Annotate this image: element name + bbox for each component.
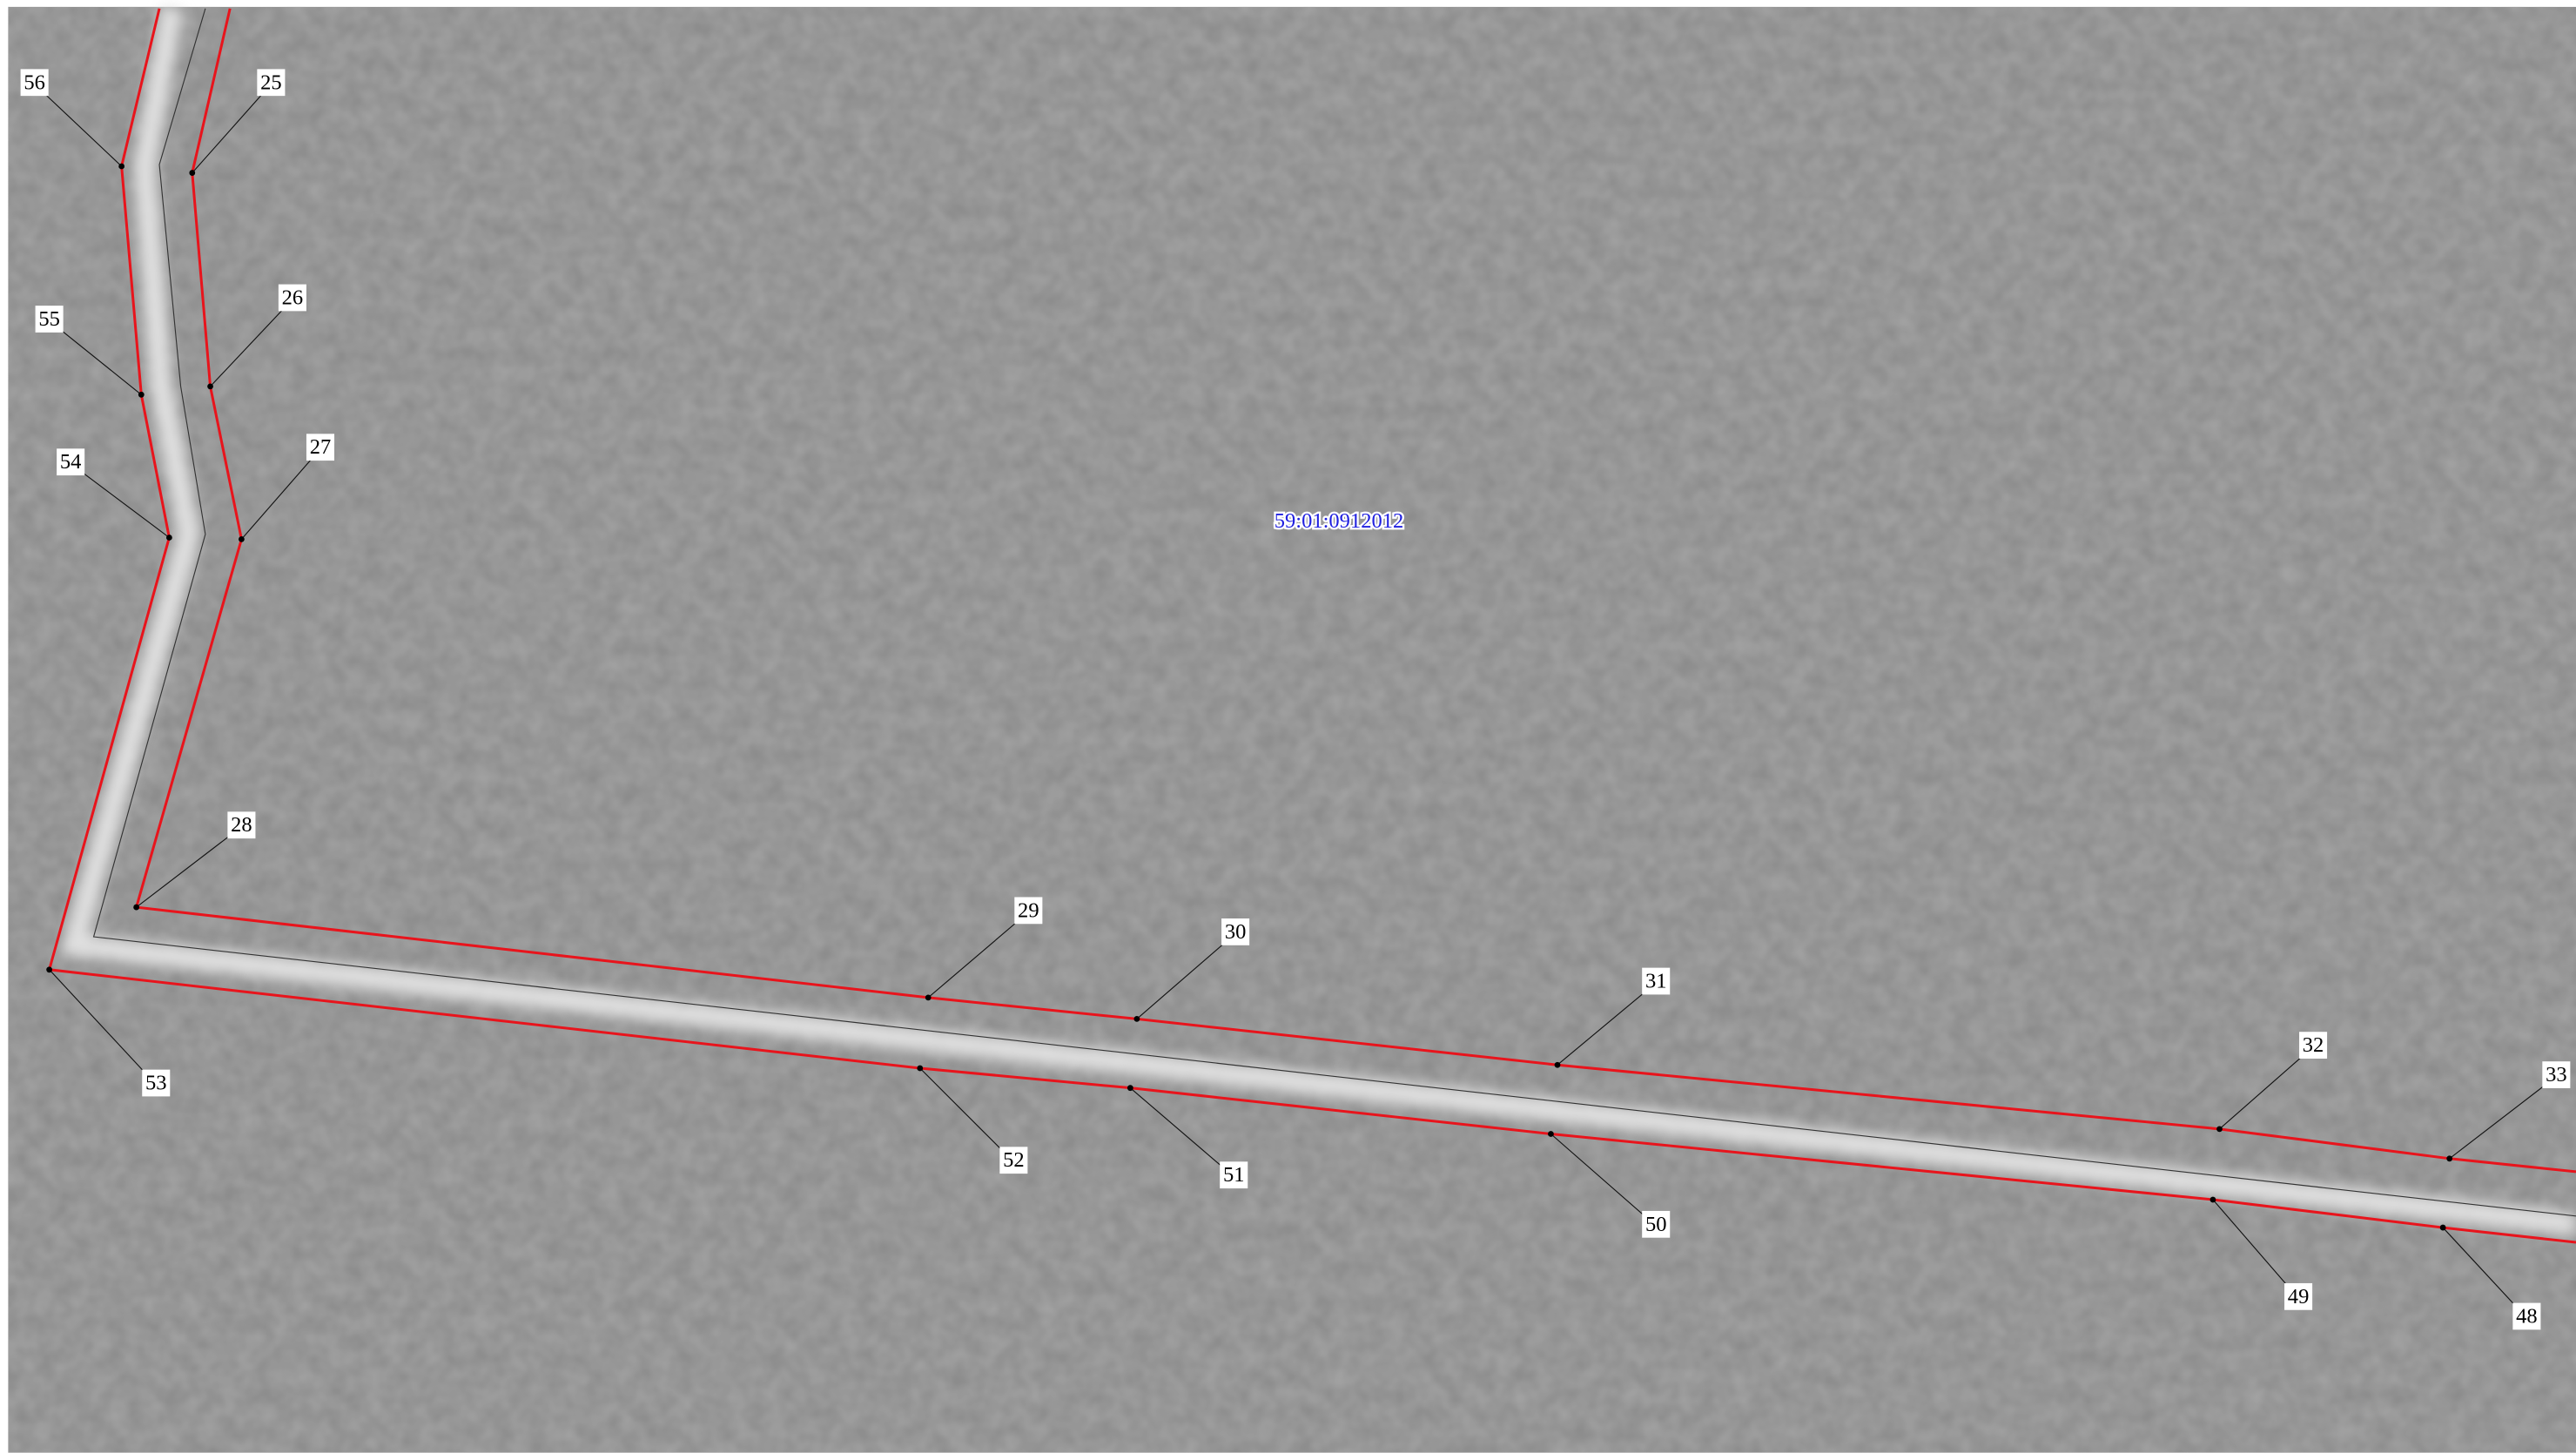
leader-line xyxy=(927,911,1029,999)
boundary-point xyxy=(917,1065,924,1072)
leader-line xyxy=(210,299,293,387)
label-box xyxy=(2512,1302,2541,1330)
leader-line xyxy=(240,448,321,540)
point-label: 48 xyxy=(2516,1304,2538,1328)
label-box xyxy=(35,306,64,333)
label-box xyxy=(1221,918,1250,945)
point-label: 52 xyxy=(1003,1148,1025,1172)
boundary-point xyxy=(1548,1131,1554,1137)
label-box xyxy=(278,284,306,312)
label-box xyxy=(142,1069,171,1097)
leader-line xyxy=(49,969,157,1086)
leader-line xyxy=(1136,932,1236,1019)
leader-line xyxy=(34,84,123,167)
point-label: 25 xyxy=(260,71,282,94)
label-box xyxy=(20,69,49,97)
leader-line xyxy=(2212,1199,2299,1299)
label-box xyxy=(257,69,286,97)
boundary-point xyxy=(1127,1085,1133,1092)
leader-line xyxy=(192,84,272,173)
point-label: 28 xyxy=(231,813,252,837)
boundary-point xyxy=(46,966,53,973)
road-centerline xyxy=(92,8,2576,1217)
label-box xyxy=(227,811,256,839)
point-label: 49 xyxy=(2288,1285,2310,1308)
leader-line xyxy=(919,1067,1014,1162)
point-label: 51 xyxy=(1223,1163,1245,1187)
point-label: 33 xyxy=(2546,1063,2567,1086)
label-box xyxy=(1642,967,1671,995)
leader-line xyxy=(2449,1076,2557,1160)
boundary-point xyxy=(2216,1126,2223,1133)
label-box xyxy=(1220,1161,1248,1189)
boundary-point xyxy=(1554,1061,1561,1068)
leader-line xyxy=(70,463,170,538)
point-label: 32 xyxy=(2303,1033,2324,1057)
boundary-point xyxy=(2209,1196,2216,1203)
point-label: 56 xyxy=(24,71,45,94)
point-label: 53 xyxy=(145,1072,167,1095)
leader-line xyxy=(2442,1227,2527,1319)
point-label: 29 xyxy=(1018,898,1039,922)
label-box xyxy=(1642,1210,1671,1238)
boundary-point xyxy=(138,391,145,398)
leader-line xyxy=(2219,1046,2314,1130)
label-box xyxy=(1014,897,1043,925)
boundary-point xyxy=(207,383,213,390)
boundary-point xyxy=(165,535,172,541)
point-label: 30 xyxy=(1225,920,1247,944)
leader-line xyxy=(136,826,242,908)
label-box xyxy=(2542,1061,2571,1088)
point-label: 54 xyxy=(60,450,82,474)
point-label: 55 xyxy=(38,307,60,331)
label-box xyxy=(2299,1032,2328,1059)
boundary-point xyxy=(189,170,196,176)
label-box xyxy=(306,434,335,461)
boundary-point xyxy=(133,904,140,911)
leader-line xyxy=(49,320,142,395)
label-box xyxy=(57,448,85,476)
label-box xyxy=(2284,1282,2313,1310)
boundary-point xyxy=(925,994,932,1001)
boundary-point xyxy=(118,163,125,170)
boundary-point xyxy=(1133,1016,1140,1022)
point-label: 50 xyxy=(1645,1213,1667,1236)
parcel-number: 59:01:0912012 xyxy=(1275,509,1403,533)
road xyxy=(59,4,2576,1236)
boundary-point xyxy=(2439,1224,2446,1231)
point-label: 26 xyxy=(282,286,304,309)
boundary-point xyxy=(239,535,245,542)
point-label: 27 xyxy=(310,435,332,459)
label-box xyxy=(999,1147,1028,1174)
leader-line xyxy=(1557,982,1657,1066)
imagery-texture xyxy=(8,6,2576,1453)
point-label: 31 xyxy=(1645,970,1667,993)
leader-line xyxy=(1129,1087,1234,1177)
leader-line xyxy=(1550,1133,1657,1227)
boundary-point xyxy=(2446,1155,2453,1162)
